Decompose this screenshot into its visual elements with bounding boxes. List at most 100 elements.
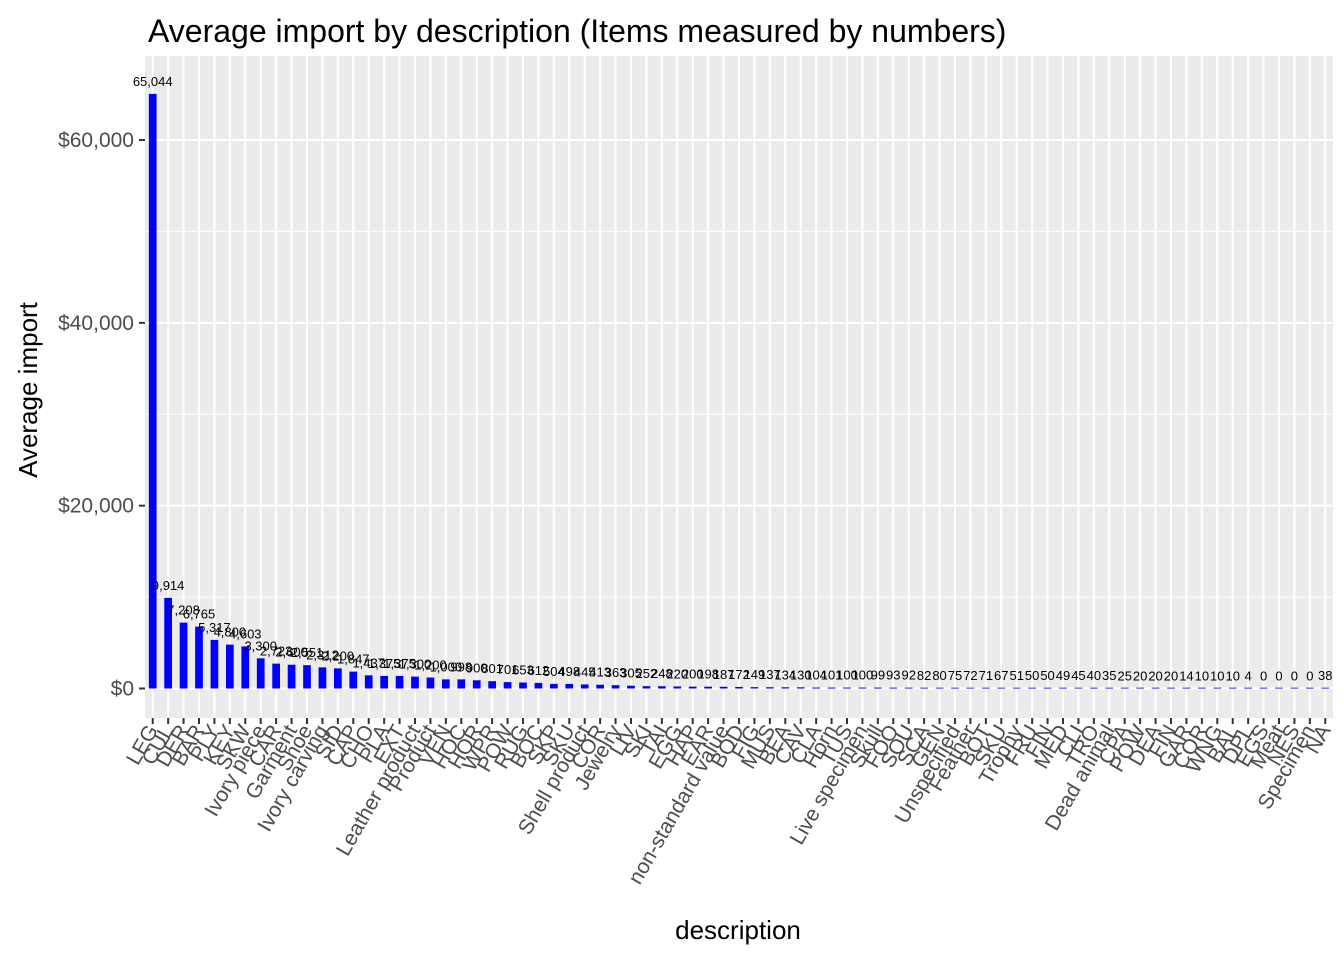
data-label: 14 bbox=[1179, 668, 1193, 683]
data-label: 4,800 bbox=[214, 625, 247, 640]
bar bbox=[904, 687, 913, 689]
data-label: 38 bbox=[1318, 668, 1332, 683]
data-label: 67 bbox=[994, 668, 1008, 683]
bar bbox=[935, 687, 944, 689]
data-label: 220 bbox=[666, 666, 688, 681]
data-label: 1,000 bbox=[430, 659, 463, 674]
bar bbox=[334, 668, 342, 689]
bar bbox=[488, 681, 496, 689]
bar bbox=[1306, 687, 1314, 689]
data-label: 40 bbox=[1087, 668, 1101, 683]
data-label: 1,847 bbox=[337, 652, 370, 667]
bar bbox=[688, 686, 697, 689]
bar bbox=[442, 679, 450, 689]
bar bbox=[519, 682, 527, 689]
data-label: 0 bbox=[1291, 669, 1298, 684]
bar bbox=[1244, 687, 1252, 689]
y-axis-title: Average import bbox=[13, 301, 43, 478]
data-label: 653 bbox=[512, 663, 534, 678]
data-label: 363 bbox=[605, 665, 627, 680]
bar bbox=[796, 687, 805, 689]
bar bbox=[179, 622, 188, 689]
bar bbox=[1167, 687, 1175, 689]
data-label: 0 bbox=[1275, 669, 1282, 684]
bar bbox=[550, 683, 558, 689]
data-label: 10 bbox=[1225, 668, 1239, 683]
bar bbox=[1028, 687, 1036, 689]
data-label: 10 bbox=[1210, 668, 1224, 683]
data-label: 25 bbox=[1117, 668, 1131, 683]
data-label: 1,200 bbox=[414, 658, 447, 673]
data-label: 51 bbox=[1009, 668, 1023, 683]
data-label: 72 bbox=[963, 668, 977, 683]
data-label: 612 bbox=[528, 663, 550, 678]
bar bbox=[503, 682, 512, 689]
data-label: 20 bbox=[1148, 668, 1162, 683]
bar bbox=[1228, 687, 1237, 689]
data-label: 134 bbox=[774, 667, 796, 682]
bar bbox=[272, 663, 280, 689]
bar bbox=[858, 687, 867, 689]
bar bbox=[364, 675, 373, 689]
data-label: 445 bbox=[574, 664, 596, 679]
bar bbox=[457, 679, 466, 689]
data-label: 9,914 bbox=[152, 578, 185, 593]
data-label: 1,375 bbox=[368, 656, 401, 671]
bar bbox=[226, 644, 234, 689]
bar bbox=[611, 685, 620, 689]
bar bbox=[1043, 687, 1052, 689]
data-label: 248 bbox=[651, 666, 673, 681]
data-label: 100 bbox=[852, 668, 874, 683]
data-label: 82 bbox=[917, 668, 931, 683]
bar bbox=[889, 687, 898, 689]
data-labels: 65,044 9,914 7,2086,7655,3174,8004,6033,30… bbox=[133, 74, 1333, 684]
chart-title: Average import by description (Items mea… bbox=[148, 13, 1006, 49]
data-label: 130 bbox=[790, 667, 812, 682]
bar bbox=[642, 686, 651, 689]
data-label: 2,312 bbox=[306, 647, 339, 662]
data-label: 1,300 bbox=[399, 657, 432, 672]
data-label: 305 bbox=[620, 666, 642, 681]
bar bbox=[1136, 687, 1144, 689]
data-label: 20 bbox=[1133, 668, 1147, 683]
data-label: 6,765 bbox=[183, 607, 216, 622]
bar bbox=[210, 639, 219, 689]
data-label: 65,044 bbox=[133, 74, 173, 89]
data-label: 1,437 bbox=[352, 655, 385, 670]
bar bbox=[951, 687, 959, 689]
bar bbox=[1213, 687, 1222, 689]
bar bbox=[256, 658, 265, 689]
bar bbox=[966, 687, 975, 689]
bars bbox=[148, 93, 1330, 689]
data-label: 0 bbox=[1260, 669, 1267, 684]
data-label: 4,603 bbox=[229, 626, 262, 641]
bar bbox=[997, 687, 1006, 689]
data-label: 198 bbox=[697, 667, 719, 682]
bar bbox=[164, 597, 172, 689]
bar bbox=[472, 680, 481, 689]
bar bbox=[1151, 687, 1160, 689]
data-label: 2,600 bbox=[275, 645, 308, 660]
bar bbox=[1290, 687, 1299, 689]
bar bbox=[781, 687, 790, 689]
data-label: 1,375 bbox=[383, 656, 416, 671]
bar bbox=[1259, 687, 1268, 689]
data-label: 252 bbox=[636, 666, 658, 681]
x-axis-title: description bbox=[675, 915, 801, 945]
bar bbox=[735, 686, 743, 689]
data-label: 200 bbox=[682, 667, 704, 682]
y-tick-label: $60,000 bbox=[58, 129, 134, 152]
y-tick-label: $0 bbox=[111, 678, 134, 701]
data-label: 49 bbox=[1056, 668, 1070, 683]
data-label: 998 bbox=[450, 659, 472, 674]
bar bbox=[1182, 687, 1191, 689]
bar bbox=[1198, 687, 1206, 689]
bar bbox=[766, 687, 774, 689]
y-tick-label: $40,000 bbox=[58, 312, 134, 335]
data-label: 75 bbox=[948, 668, 962, 683]
bar bbox=[843, 687, 851, 689]
bar bbox=[148, 93, 157, 689]
data-label: 104 bbox=[805, 668, 827, 683]
